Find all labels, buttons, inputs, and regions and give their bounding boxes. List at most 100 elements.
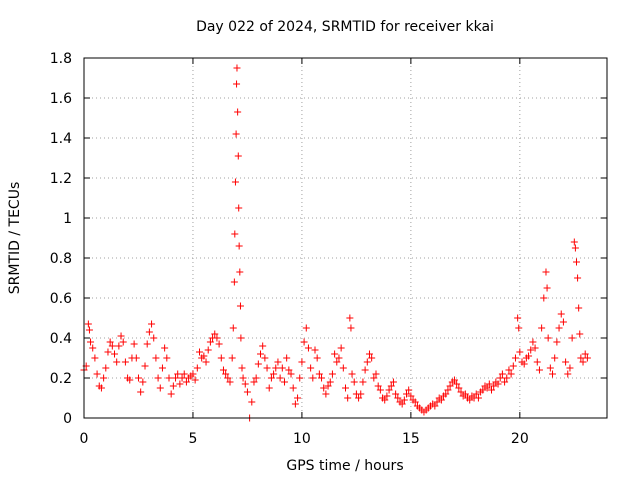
y-tick-label: 1.6 [50,91,72,107]
data-point [115,342,123,350]
data-point [156,384,164,392]
data-point [100,374,108,382]
data-point [505,366,513,374]
data-point [431,402,439,410]
data-point [355,394,363,402]
data-point [165,374,173,382]
y-tick-label: 0.2 [50,371,72,387]
data-point [348,370,356,378]
data-point [150,334,158,342]
data-point [250,378,258,386]
data-point [564,370,572,378]
data-point [455,384,463,392]
data-point [503,374,511,382]
data-point [361,366,369,374]
data-point [228,354,236,362]
data-point [346,314,354,322]
data-point [344,394,352,402]
data-point [219,366,227,374]
data-point [383,392,391,400]
data-point [141,362,149,370]
data-point [405,386,413,394]
data-point [91,354,99,362]
data-point [511,354,519,362]
data-point [182,378,190,386]
data-point [174,370,182,378]
x-tick-label: 15 [402,431,420,447]
data-point [229,324,237,332]
data-point [540,294,548,302]
data-point [113,358,121,366]
data-point [337,344,345,352]
data-point [350,378,358,386]
data-point [324,382,332,390]
data-point [581,350,589,358]
data-point [535,366,543,374]
data-point [557,310,565,318]
data-point [516,348,524,356]
data-point [566,364,574,372]
data-point [514,314,522,322]
data-point [117,332,125,340]
data-point [562,358,570,366]
data-point [568,334,576,342]
data-point [446,382,454,390]
data-point [152,354,160,362]
x-tick-label: 0 [80,431,89,447]
data-point [254,360,262,368]
data-point [169,382,177,390]
data-point [555,324,563,332]
data-point [474,394,482,402]
data-point [236,302,244,310]
y-tick-label: 0 [63,411,72,427]
data-point [263,364,271,372]
data-point [437,396,445,404]
data-point [372,370,380,378]
data-point [237,334,245,342]
data-point [531,344,539,352]
data-point [206,338,214,346]
data-point [97,384,105,392]
y-tick-label: 0.4 [50,331,72,347]
data-point [226,378,234,386]
x-axis-title: GPS time / hours [286,458,403,474]
data-point [357,390,365,398]
data-point [403,390,411,398]
data-point [315,370,323,378]
y-tick-label: 1 [63,211,72,227]
data-point [570,238,578,246]
data-point [108,342,116,350]
data-point [161,344,169,352]
data-point [333,358,341,366]
data-point [387,382,395,390]
data-point [549,370,557,378]
data-point [322,390,330,398]
data-point [137,388,145,396]
data-point [272,364,280,372]
data-point [490,382,498,390]
data-point [233,80,241,88]
data-point [529,338,537,346]
data-point [84,320,92,328]
data-point [394,394,402,402]
data-point [270,370,278,378]
data-point [121,358,129,366]
data-point [300,338,308,346]
data-point [200,352,208,360]
data-point [241,380,249,388]
data-point [126,376,134,384]
data-point [248,398,256,406]
data-point [235,242,243,250]
x-tick-label: 10 [293,431,311,447]
data-point [313,354,321,362]
data-point [239,374,247,382]
data-point [389,378,397,386]
data-point [215,340,223,348]
data-point [450,376,458,384]
data-point [234,152,242,160]
data-point [542,268,550,276]
data-point [407,392,415,400]
data-point [265,384,273,392]
data-point [444,386,452,394]
data-point [339,364,347,372]
